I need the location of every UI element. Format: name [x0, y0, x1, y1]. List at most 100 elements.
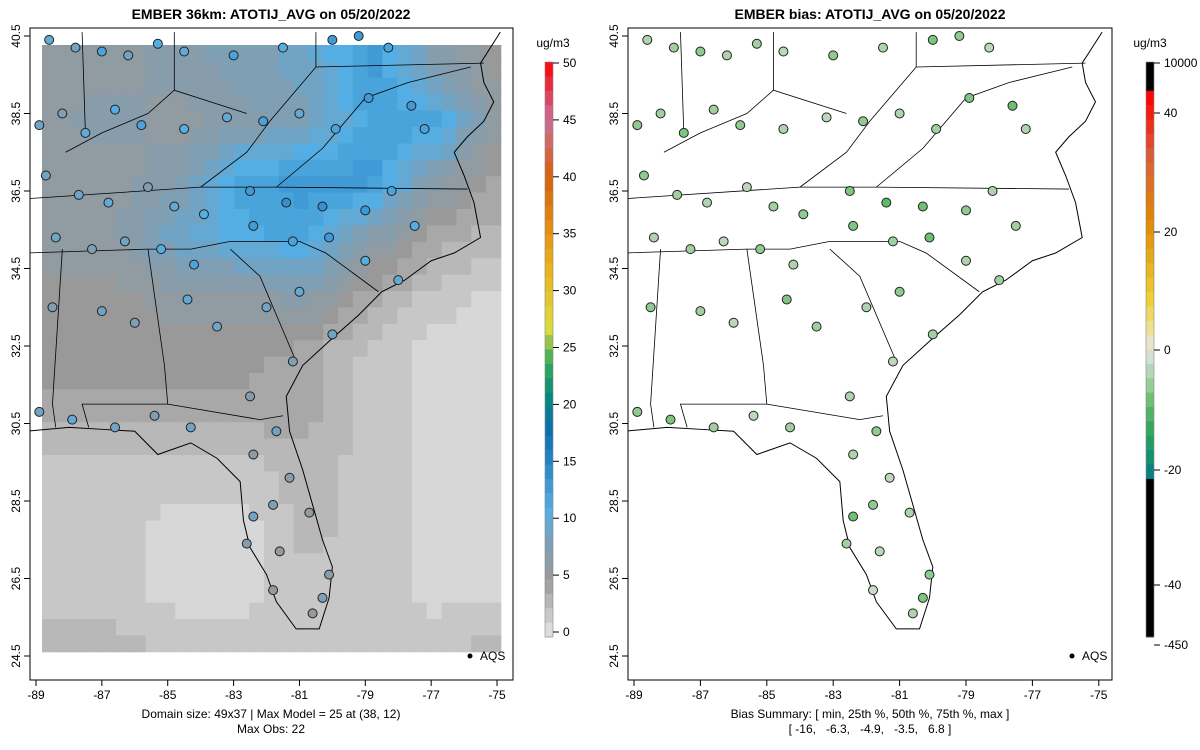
- model-grid-cell: [308, 405, 324, 423]
- model-grid-cell: [426, 373, 443, 390]
- bias-station-point: [874, 546, 885, 557]
- model-grid-cell: [56, 537, 73, 554]
- state-boundary: [200, 32, 317, 188]
- model-grid-cell: [367, 307, 383, 325]
- model-grid-cell: [56, 635, 73, 653]
- model-grid-cell: [116, 61, 132, 79]
- model-grid-cell: [101, 61, 117, 79]
- model-grid-cell: [338, 405, 354, 423]
- model-grid-cell: [160, 553, 176, 571]
- model-grid-cell: [308, 127, 324, 144]
- model-grid-cell: [323, 110, 339, 128]
- model-grid-cell: [486, 61, 502, 79]
- y-tick-label: 36.5: [9, 179, 23, 203]
- model-grid-cell: [338, 356, 354, 374]
- model-grid-cell: [352, 340, 369, 358]
- model-grid-cell: [352, 487, 369, 505]
- model-grid-cell: [116, 291, 132, 308]
- model-grid-cell: [145, 192, 161, 210]
- model-grid-cell: [86, 553, 102, 571]
- model-grid-cell: [42, 241, 58, 259]
- model-grid-cell: [219, 192, 235, 210]
- model-grid-cell: [397, 192, 413, 210]
- model-grid-cell: [116, 537, 132, 554]
- obs-station-point: [287, 356, 298, 367]
- model-grid-cell: [116, 323, 132, 341]
- model-grid-cell: [204, 307, 221, 325]
- bias-station-point: [961, 205, 971, 216]
- model-grid-cell: [219, 209, 235, 226]
- model-grid-cell: [367, 176, 383, 194]
- model-grid-cell: [204, 455, 221, 472]
- model-grid-cell: [130, 192, 147, 210]
- x-tick-label: -85: [159, 688, 177, 702]
- bias-station-point: [665, 414, 676, 425]
- model-grid-cell: [42, 389, 58, 407]
- colorbar-segment: [545, 263, 553, 279]
- model-grid-cell: [249, 258, 265, 276]
- model-grid-cell: [56, 274, 73, 292]
- model-grid-cell: [116, 455, 132, 472]
- model-grid-cell: [264, 176, 280, 194]
- model-grid-cell: [86, 569, 102, 587]
- model-grid-cell: [234, 520, 250, 538]
- model-grid-cell: [234, 307, 250, 325]
- model-grid-cell: [130, 586, 147, 604]
- model-grid-cell: [116, 635, 132, 653]
- model-grid-cell: [352, 504, 369, 522]
- model-grid-cell: [219, 159, 235, 177]
- model-grid-cell: [190, 241, 206, 259]
- bias-station-point: [871, 426, 882, 437]
- model-grid-cell: [293, 241, 309, 259]
- model-grid-cell: [86, 159, 102, 177]
- model-grid-cell: [486, 258, 502, 276]
- colorbar-tick-label: 10: [563, 511, 577, 525]
- y-tick-label: 34.5: [607, 256, 621, 280]
- model-grid-cell: [471, 94, 487, 112]
- model-grid-cell: [278, 94, 295, 112]
- model-grid-cell: [323, 258, 339, 276]
- obs-station-point: [198, 209, 209, 220]
- bias-station-point: [844, 391, 855, 402]
- x-tick-label: -81: [891, 688, 909, 702]
- model-grid-cell: [145, 127, 161, 144]
- x-tick-label: -85: [758, 688, 776, 702]
- model-grid-cell: [42, 373, 58, 390]
- y-tick-label: 30.5: [9, 411, 23, 435]
- model-grid-cell: [101, 389, 117, 407]
- model-grid-cell: [323, 143, 339, 161]
- model-grid-cell: [101, 405, 117, 423]
- model-grid-cell: [367, 258, 383, 276]
- bias-station-point: [858, 116, 869, 127]
- model-grid-cell: [234, 127, 250, 144]
- colorbar-segment: [545, 320, 553, 336]
- model-grid-cell: [293, 619, 309, 636]
- model-grid-cell: [160, 356, 176, 374]
- model-grid-cell: [308, 389, 324, 407]
- obs-station-point: [248, 220, 259, 231]
- model-grid-cell: [338, 487, 354, 505]
- model-grid-cell: [86, 291, 102, 308]
- y-tick-label: 26.5: [9, 566, 23, 590]
- model-grid-cell: [338, 209, 354, 226]
- model-grid-cell: [382, 323, 398, 341]
- model-grid-cell: [338, 45, 354, 62]
- model-grid-cell: [116, 619, 132, 636]
- model-grid-cell: [412, 274, 428, 292]
- model-grid-cell: [441, 176, 457, 194]
- model-grid-cell: [367, 438, 383, 456]
- model-grid-cell: [456, 143, 472, 161]
- model-grid-cell: [338, 635, 354, 653]
- model-grid-cell: [56, 619, 73, 636]
- model-grid-cell: [382, 619, 398, 636]
- model-grid-cell: [352, 127, 369, 144]
- state-boundary: [663, 89, 847, 153]
- model-grid-cell: [101, 176, 117, 194]
- model-grid-cell: [278, 77, 295, 95]
- model-grid-cell: [264, 192, 280, 210]
- model-grid-cell: [293, 176, 309, 194]
- model-grid-cell: [249, 422, 265, 440]
- model-grid-cell: [145, 159, 161, 177]
- model-grid-cell: [175, 635, 191, 653]
- model-grid-cell: [71, 635, 87, 653]
